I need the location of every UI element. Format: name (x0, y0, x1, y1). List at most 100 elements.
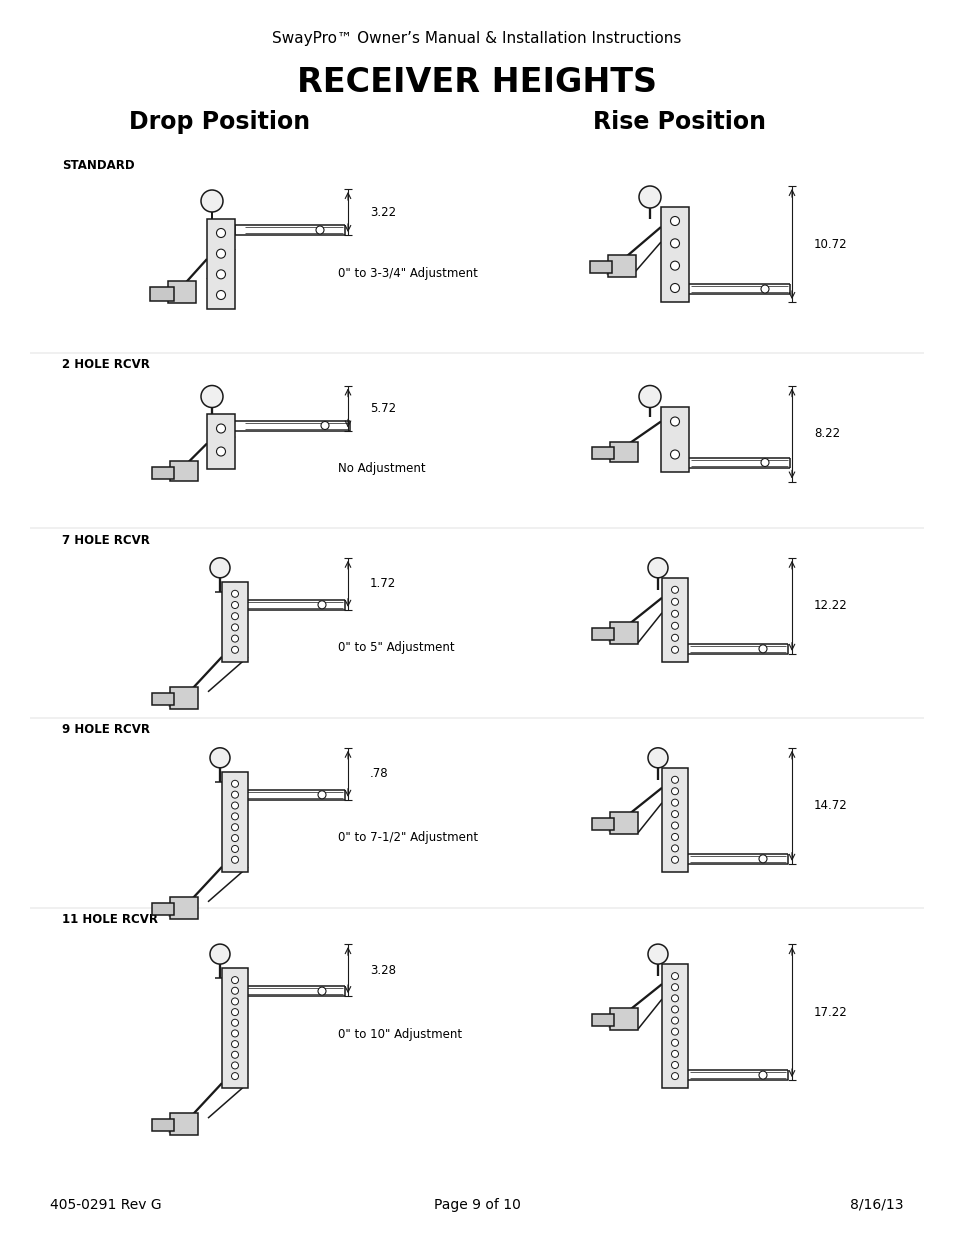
Circle shape (759, 1071, 766, 1079)
Bar (152, 1119, 173, 1131)
Text: 0" to 3-3/4" Adjustment: 0" to 3-3/4" Adjustment (337, 267, 477, 279)
Bar (609, 1008, 638, 1030)
Circle shape (232, 1062, 238, 1070)
Bar (592, 818, 614, 830)
Text: 12.22: 12.22 (813, 599, 847, 613)
Bar (170, 897, 198, 919)
Text: 7 HOLE RCVR: 7 HOLE RCVR (62, 534, 150, 547)
Text: 17.22: 17.22 (813, 1005, 847, 1019)
Text: 8/16/13: 8/16/13 (850, 1198, 903, 1212)
Bar (222, 772, 248, 872)
Circle shape (232, 792, 238, 798)
Circle shape (760, 458, 768, 467)
Text: No Adjustment: No Adjustment (337, 462, 425, 475)
Circle shape (671, 845, 678, 852)
Circle shape (216, 290, 225, 300)
Circle shape (317, 987, 326, 995)
Circle shape (232, 977, 238, 983)
Circle shape (232, 1073, 238, 1079)
Circle shape (232, 846, 238, 852)
Text: Page 9 of 10: Page 9 of 10 (433, 1198, 520, 1212)
Circle shape (671, 995, 678, 1002)
Text: .78: .78 (370, 767, 388, 781)
Bar (222, 968, 248, 1088)
Circle shape (670, 238, 679, 248)
Text: 9 HOLE RCVR: 9 HOLE RCVR (62, 724, 150, 736)
Text: STANDARD: STANDARD (62, 158, 134, 172)
Circle shape (317, 600, 326, 609)
Circle shape (232, 802, 238, 809)
Circle shape (216, 269, 225, 279)
Bar (150, 287, 173, 301)
Circle shape (232, 1051, 238, 1058)
Circle shape (670, 216, 679, 226)
Text: 8.22: 8.22 (813, 427, 840, 440)
Circle shape (671, 788, 678, 795)
Bar (661, 578, 687, 662)
Circle shape (759, 645, 766, 653)
Circle shape (671, 1029, 678, 1035)
Bar (609, 621, 638, 643)
Text: RECEIVER HEIGHTS: RECEIVER HEIGHTS (296, 65, 657, 99)
Text: 2 HOLE RCVR: 2 HOLE RCVR (62, 358, 150, 372)
Circle shape (759, 855, 766, 863)
Bar (592, 627, 614, 640)
Circle shape (232, 1030, 238, 1037)
Text: 0" to 7-1/2" Adjustment: 0" to 7-1/2" Adjustment (337, 831, 477, 845)
Text: 0" to 5" Adjustment: 0" to 5" Adjustment (337, 641, 455, 655)
Circle shape (320, 421, 329, 430)
Circle shape (232, 601, 238, 609)
Circle shape (671, 598, 678, 605)
Bar (170, 1113, 198, 1135)
Bar (207, 414, 234, 468)
Circle shape (216, 249, 225, 258)
Circle shape (670, 284, 679, 293)
Circle shape (232, 824, 238, 831)
Circle shape (671, 823, 678, 829)
Circle shape (201, 385, 223, 408)
Bar (660, 207, 688, 303)
Bar (592, 447, 614, 458)
Circle shape (232, 635, 238, 642)
Circle shape (232, 1019, 238, 1026)
Circle shape (232, 1041, 238, 1047)
Circle shape (232, 987, 238, 994)
Text: 405-0291 Rev G: 405-0291 Rev G (50, 1198, 161, 1212)
Circle shape (671, 799, 678, 806)
Text: 3.22: 3.22 (370, 205, 395, 219)
Bar (589, 261, 612, 273)
Bar (609, 441, 638, 462)
Bar (607, 254, 636, 277)
Circle shape (216, 424, 225, 433)
Bar (660, 406, 688, 472)
Bar (222, 582, 248, 662)
Circle shape (647, 944, 667, 965)
Circle shape (671, 1007, 678, 1013)
Circle shape (232, 613, 238, 620)
Circle shape (670, 261, 679, 270)
Circle shape (671, 635, 678, 641)
Circle shape (670, 417, 679, 426)
Circle shape (201, 190, 223, 212)
Text: Rise Position: Rise Position (593, 110, 765, 135)
Circle shape (671, 1062, 678, 1068)
Circle shape (671, 777, 678, 783)
Circle shape (671, 1051, 678, 1057)
Circle shape (210, 944, 230, 965)
Text: 0" to 10" Adjustment: 0" to 10" Adjustment (337, 1028, 461, 1041)
Bar (152, 903, 173, 915)
Circle shape (315, 226, 324, 233)
Circle shape (232, 835, 238, 841)
Circle shape (671, 646, 678, 653)
Circle shape (760, 285, 768, 293)
Text: 5.72: 5.72 (370, 401, 395, 415)
Circle shape (671, 834, 678, 841)
Circle shape (671, 622, 678, 630)
Bar (661, 965, 687, 1088)
Text: 14.72: 14.72 (813, 799, 847, 813)
Circle shape (639, 186, 660, 207)
Circle shape (232, 813, 238, 820)
Bar (207, 219, 234, 309)
Circle shape (671, 856, 678, 863)
Circle shape (232, 1009, 238, 1015)
